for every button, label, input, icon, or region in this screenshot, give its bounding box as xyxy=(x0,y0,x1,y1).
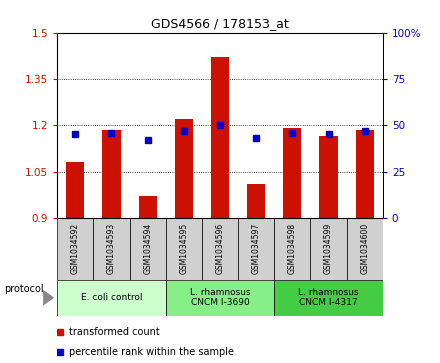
Bar xyxy=(283,128,301,218)
Title: GDS4566 / 178153_at: GDS4566 / 178153_at xyxy=(151,17,289,30)
Bar xyxy=(66,162,84,218)
Bar xyxy=(175,119,193,218)
Text: L. rhamnosus
CNCM I-3690: L. rhamnosus CNCM I-3690 xyxy=(190,288,250,307)
Text: E. coli control: E. coli control xyxy=(81,293,142,302)
Bar xyxy=(57,280,166,316)
Bar xyxy=(319,136,337,218)
Text: GSM1034595: GSM1034595 xyxy=(180,223,188,274)
Bar xyxy=(166,218,202,280)
Bar xyxy=(247,184,265,218)
Text: percentile rank within the sample: percentile rank within the sample xyxy=(69,347,234,357)
Polygon shape xyxy=(43,290,54,306)
Text: L. rhamnosus
CNCM I-4317: L. rhamnosus CNCM I-4317 xyxy=(298,288,359,307)
Bar xyxy=(274,218,311,280)
Text: GSM1034594: GSM1034594 xyxy=(143,223,152,274)
Text: GSM1034598: GSM1034598 xyxy=(288,223,297,274)
Bar xyxy=(311,218,347,280)
Text: GSM1034597: GSM1034597 xyxy=(252,223,260,274)
Bar xyxy=(103,130,121,218)
Bar xyxy=(129,218,166,280)
Bar xyxy=(166,280,274,316)
Text: GSM1034596: GSM1034596 xyxy=(216,223,224,274)
Bar xyxy=(202,218,238,280)
Bar xyxy=(347,218,383,280)
Text: protocol: protocol xyxy=(4,284,44,294)
Text: GSM1034593: GSM1034593 xyxy=(107,223,116,274)
Text: GSM1034599: GSM1034599 xyxy=(324,223,333,274)
Bar xyxy=(139,196,157,218)
Bar xyxy=(238,218,274,280)
Bar xyxy=(211,57,229,218)
Bar xyxy=(57,218,93,280)
Bar xyxy=(274,280,383,316)
Text: transformed count: transformed count xyxy=(69,327,159,337)
Text: GSM1034592: GSM1034592 xyxy=(71,223,80,274)
Text: GSM1034600: GSM1034600 xyxy=(360,223,369,274)
Bar xyxy=(356,130,374,218)
Bar xyxy=(93,218,129,280)
